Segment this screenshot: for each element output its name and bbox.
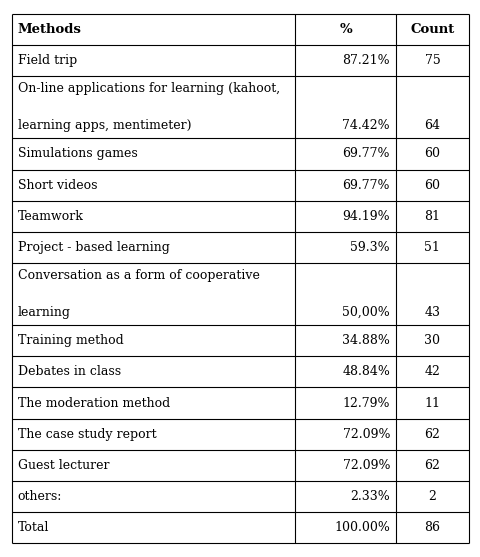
- Text: Total: Total: [18, 521, 49, 534]
- Text: Simulations games: Simulations games: [18, 148, 137, 160]
- Text: %: %: [338, 23, 351, 36]
- Text: 50,00%: 50,00%: [342, 306, 389, 319]
- Text: 60: 60: [423, 179, 440, 192]
- Text: 75: 75: [424, 54, 439, 67]
- Text: Training method: Training method: [18, 334, 123, 347]
- Text: 2.33%: 2.33%: [349, 490, 389, 503]
- Text: Debates in class: Debates in class: [18, 365, 120, 378]
- Text: Conversation as a form of cooperative: Conversation as a form of cooperative: [18, 269, 259, 282]
- Text: Guest lecturer: Guest lecturer: [18, 459, 109, 472]
- Text: 51: 51: [423, 241, 440, 254]
- Text: 86: 86: [423, 521, 440, 534]
- Text: Project - based learning: Project - based learning: [18, 241, 169, 254]
- Text: 100.00%: 100.00%: [334, 521, 389, 534]
- Text: 72.09%: 72.09%: [342, 428, 389, 441]
- Text: 62: 62: [423, 428, 440, 441]
- Text: 94.19%: 94.19%: [342, 210, 389, 223]
- Text: 87.21%: 87.21%: [342, 54, 389, 67]
- Text: Short videos: Short videos: [18, 179, 97, 192]
- Text: 74.42%: 74.42%: [342, 120, 389, 133]
- Text: Field trip: Field trip: [18, 54, 77, 67]
- Text: 72.09%: 72.09%: [342, 459, 389, 472]
- Text: 2: 2: [428, 490, 435, 503]
- Text: 62: 62: [423, 459, 440, 472]
- Text: 69.77%: 69.77%: [342, 179, 389, 192]
- Text: others:: others:: [18, 490, 62, 503]
- Text: learning apps, mentimeter): learning apps, mentimeter): [18, 120, 191, 133]
- Text: 48.84%: 48.84%: [341, 365, 389, 378]
- Text: Count: Count: [409, 23, 454, 36]
- Text: 42: 42: [423, 365, 440, 378]
- Text: 43: 43: [423, 306, 440, 319]
- Text: 12.79%: 12.79%: [342, 397, 389, 409]
- Text: The case study report: The case study report: [18, 428, 156, 441]
- Text: 59.3%: 59.3%: [350, 241, 389, 254]
- Text: 64: 64: [423, 120, 440, 133]
- Text: The moderation method: The moderation method: [18, 397, 170, 409]
- Text: 60: 60: [423, 148, 440, 160]
- Text: 11: 11: [423, 397, 440, 409]
- Text: 30: 30: [423, 334, 440, 347]
- Text: Teamwork: Teamwork: [18, 210, 84, 223]
- Text: learning: learning: [18, 306, 71, 319]
- Text: Methods: Methods: [18, 23, 82, 36]
- Text: 81: 81: [423, 210, 440, 223]
- Text: 34.88%: 34.88%: [341, 334, 389, 347]
- Text: 69.77%: 69.77%: [342, 148, 389, 160]
- Text: On-line applications for learning (kahoot,: On-line applications for learning (kahoo…: [18, 82, 279, 95]
